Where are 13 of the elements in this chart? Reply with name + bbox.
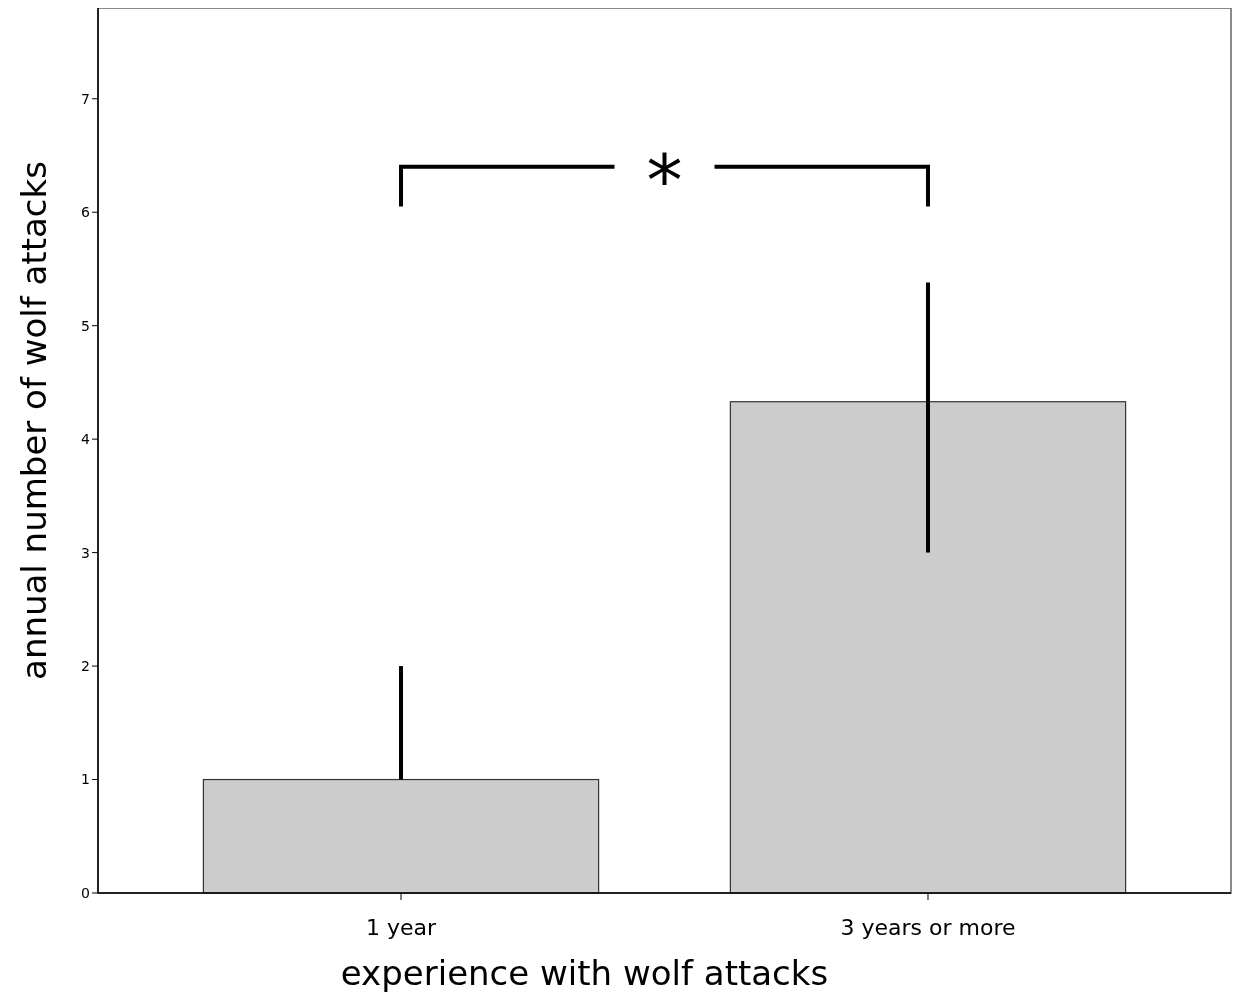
y-tick-label: 1 — [81, 771, 90, 788]
annotation: * — [646, 137, 683, 222]
y-tick-label: 2 — [81, 657, 90, 674]
x-axis-title: experience with wolf attacks — [340, 953, 829, 993]
y-tick-label: 5 — [81, 317, 90, 334]
y-axis-title: annual number of wolf attacks — [14, 161, 54, 680]
x-tick-label: 3 years or more — [840, 915, 1016, 940]
x-tick-label: 1 year — [365, 915, 437, 940]
y-tick-label: 6 — [81, 204, 91, 221]
y-tick-label: 0 — [81, 884, 90, 901]
y-tick-label: 4 — [81, 431, 91, 448]
y-tick-label: 3 — [81, 544, 90, 561]
y-tick-label: 7 — [81, 90, 90, 107]
